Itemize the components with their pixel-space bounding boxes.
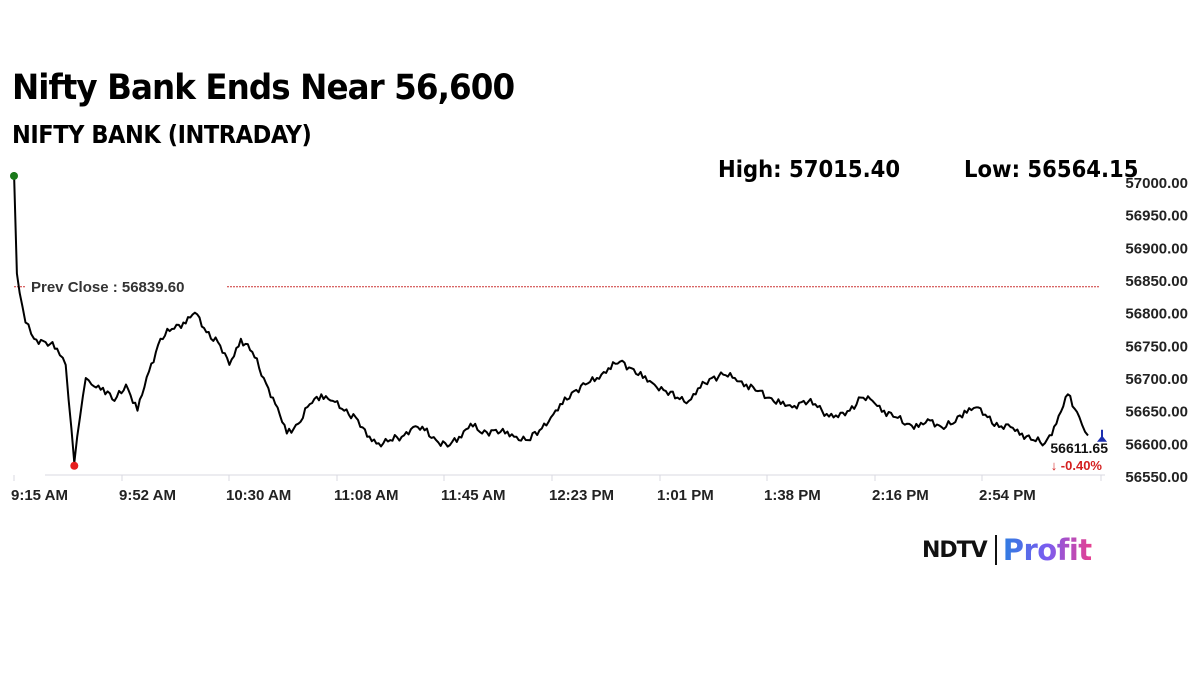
ndtv-profit-logo: NDTV Profit xyxy=(922,533,1092,567)
day-low-label: Low: 56564.15 xyxy=(964,157,1139,183)
chart-subtitle: NIFTY BANK (INTRADAY) xyxy=(12,120,312,149)
y-tick-label: 56950.00 xyxy=(1125,208,1188,225)
x-axis-labels: 9:15 AM 9:52 AM 10:30 AM 11:08 AM 11:45 AM 12… xyxy=(11,487,1036,504)
y-tick-label: 56600.00 xyxy=(1125,436,1188,453)
x-axis-ticks xyxy=(13,475,1102,481)
x-tick-label: 11:45 AM xyxy=(441,487,505,504)
last-price-label: 56611.65 xyxy=(1050,440,1108,456)
y-tick-label: 56650.00 xyxy=(1125,404,1188,421)
ndtv-wordmark: NDTV xyxy=(922,537,988,563)
x-tick-label: 1:01 PM xyxy=(657,487,714,504)
y-tick-label: 56700.00 xyxy=(1125,371,1188,388)
logo-divider xyxy=(994,535,997,565)
high-marker xyxy=(10,171,18,180)
profit-wordmark: Profit xyxy=(1002,533,1092,567)
x-tick-label: 10:30 AM xyxy=(226,487,291,504)
x-tick-label: 12:23 PM xyxy=(549,487,614,504)
y-tick-label: 56550.00 xyxy=(1125,469,1188,486)
y-tick-label: 56800.00 xyxy=(1125,306,1188,323)
x-tick-label: 2:54 PM xyxy=(979,487,1036,504)
change-percent-label: ↓ -0.40% xyxy=(1051,458,1103,473)
y-tick-label: 56900.00 xyxy=(1125,240,1188,257)
low-marker xyxy=(70,461,79,470)
x-tick-label: 9:15 AM xyxy=(11,487,68,504)
day-high-label: High: 57015.40 xyxy=(718,157,901,183)
x-tick-label: 1:38 PM xyxy=(764,487,821,504)
y-axis-labels: 57000.00 56950.00 56900.00 56850.00 56800.00… xyxy=(1125,175,1188,486)
y-tick-label: 56850.00 xyxy=(1125,273,1188,290)
prev-close-label-bg xyxy=(26,277,226,296)
y-tick-label: 57000.00 xyxy=(1125,175,1188,192)
y-tick-label: 56750.00 xyxy=(1125,338,1188,355)
page-title: Nifty Bank Ends Near 56,600 xyxy=(12,68,515,108)
price-line xyxy=(13,172,1089,464)
x-tick-label: 2:16 PM xyxy=(872,487,929,504)
prev-close-label: Prev Close : 56839.60 xyxy=(31,279,184,296)
x-tick-label: 11:08 AM xyxy=(334,487,398,504)
last-price-marker-icon xyxy=(1097,429,1107,442)
x-tick-label: 9:52 AM xyxy=(119,487,176,504)
